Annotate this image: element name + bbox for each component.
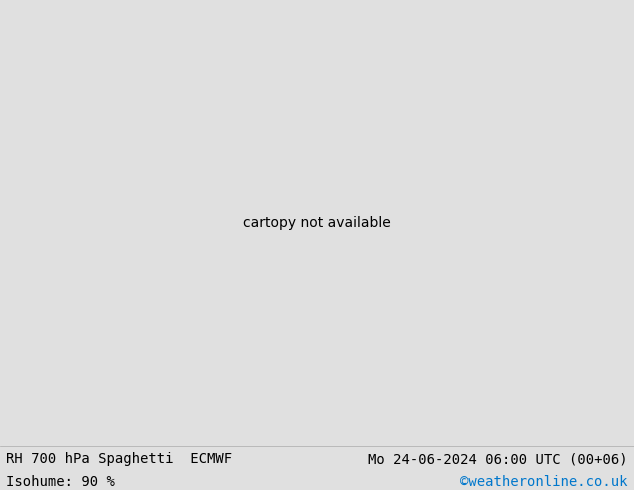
Text: cartopy not available: cartopy not available	[243, 216, 391, 230]
Text: Mo 24-06-2024 06:00 UTC (00+06): Mo 24-06-2024 06:00 UTC (00+06)	[368, 452, 628, 466]
Text: ©weatheronline.co.uk: ©weatheronline.co.uk	[460, 475, 628, 489]
Text: RH 700 hPa Spaghetti  ECMWF: RH 700 hPa Spaghetti ECMWF	[6, 452, 233, 466]
Text: Isohume: 90 %: Isohume: 90 %	[6, 475, 115, 489]
